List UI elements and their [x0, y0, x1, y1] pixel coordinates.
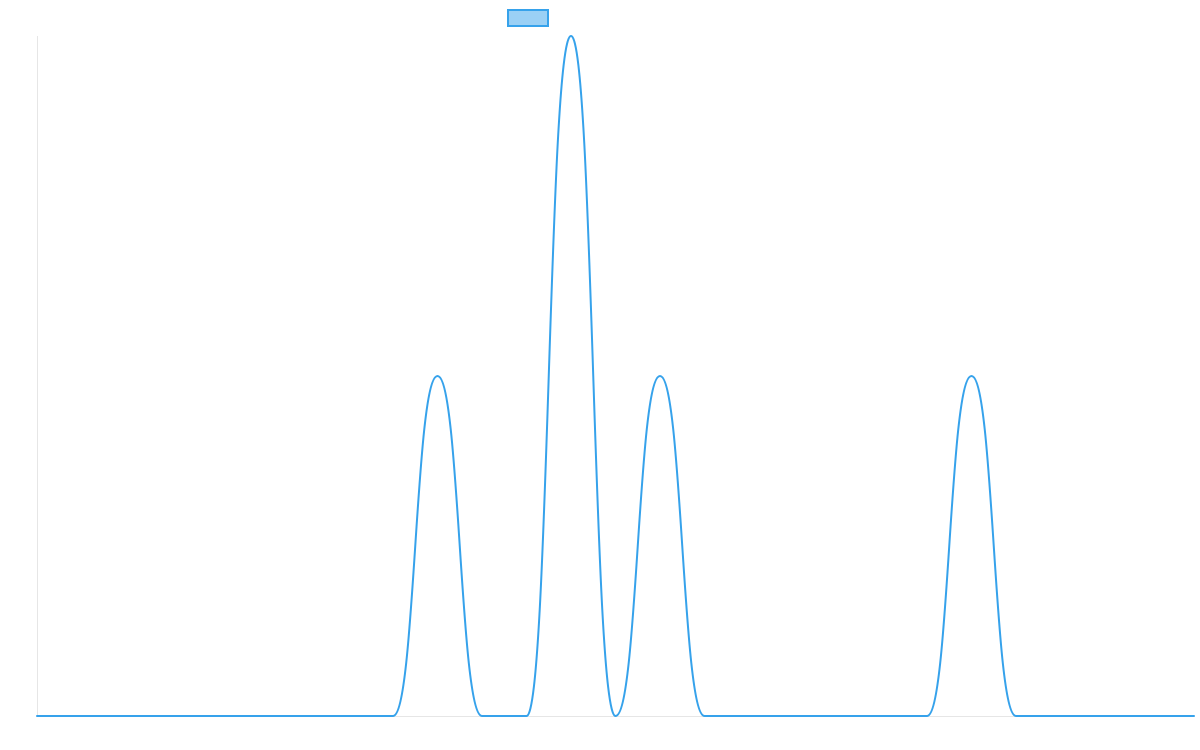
data-point-4[interactable] — [212, 713, 218, 719]
data-point-9[interactable] — [435, 373, 441, 379]
data-point-0[interactable] — [34, 713, 40, 719]
data-point-15[interactable] — [702, 713, 708, 719]
data-point-2[interactable] — [123, 713, 129, 719]
data-point-3[interactable] — [168, 713, 174, 719]
data-point-14[interactable] — [657, 373, 663, 379]
data-point-13[interactable] — [613, 713, 619, 719]
data-point-24[interactable] — [1102, 713, 1108, 719]
data-point-1[interactable] — [79, 713, 85, 719]
data-point-12[interactable] — [568, 33, 574, 39]
legend-swatch[interactable] — [507, 9, 549, 27]
data-point-11[interactable] — [524, 713, 530, 719]
data-point-22[interactable] — [1013, 713, 1019, 719]
data-point-26[interactable] — [1191, 713, 1197, 719]
data-point-10[interactable] — [479, 713, 485, 719]
series-line — [36, 35, 1195, 717]
data-point-7[interactable] — [346, 713, 352, 719]
data-point-25[interactable] — [1147, 713, 1153, 719]
data-points — [34, 33, 1197, 719]
data-point-5[interactable] — [257, 713, 263, 719]
data-point-8[interactable] — [390, 713, 396, 719]
data-point-23[interactable] — [1058, 713, 1064, 719]
data-point-18[interactable] — [835, 713, 841, 719]
data-point-20[interactable] — [924, 713, 930, 719]
data-point-21[interactable] — [969, 373, 975, 379]
data-point-6[interactable] — [301, 713, 307, 719]
data-point-19[interactable] — [880, 713, 886, 719]
data-point-17[interactable] — [791, 713, 797, 719]
data-point-16[interactable] — [746, 713, 752, 719]
